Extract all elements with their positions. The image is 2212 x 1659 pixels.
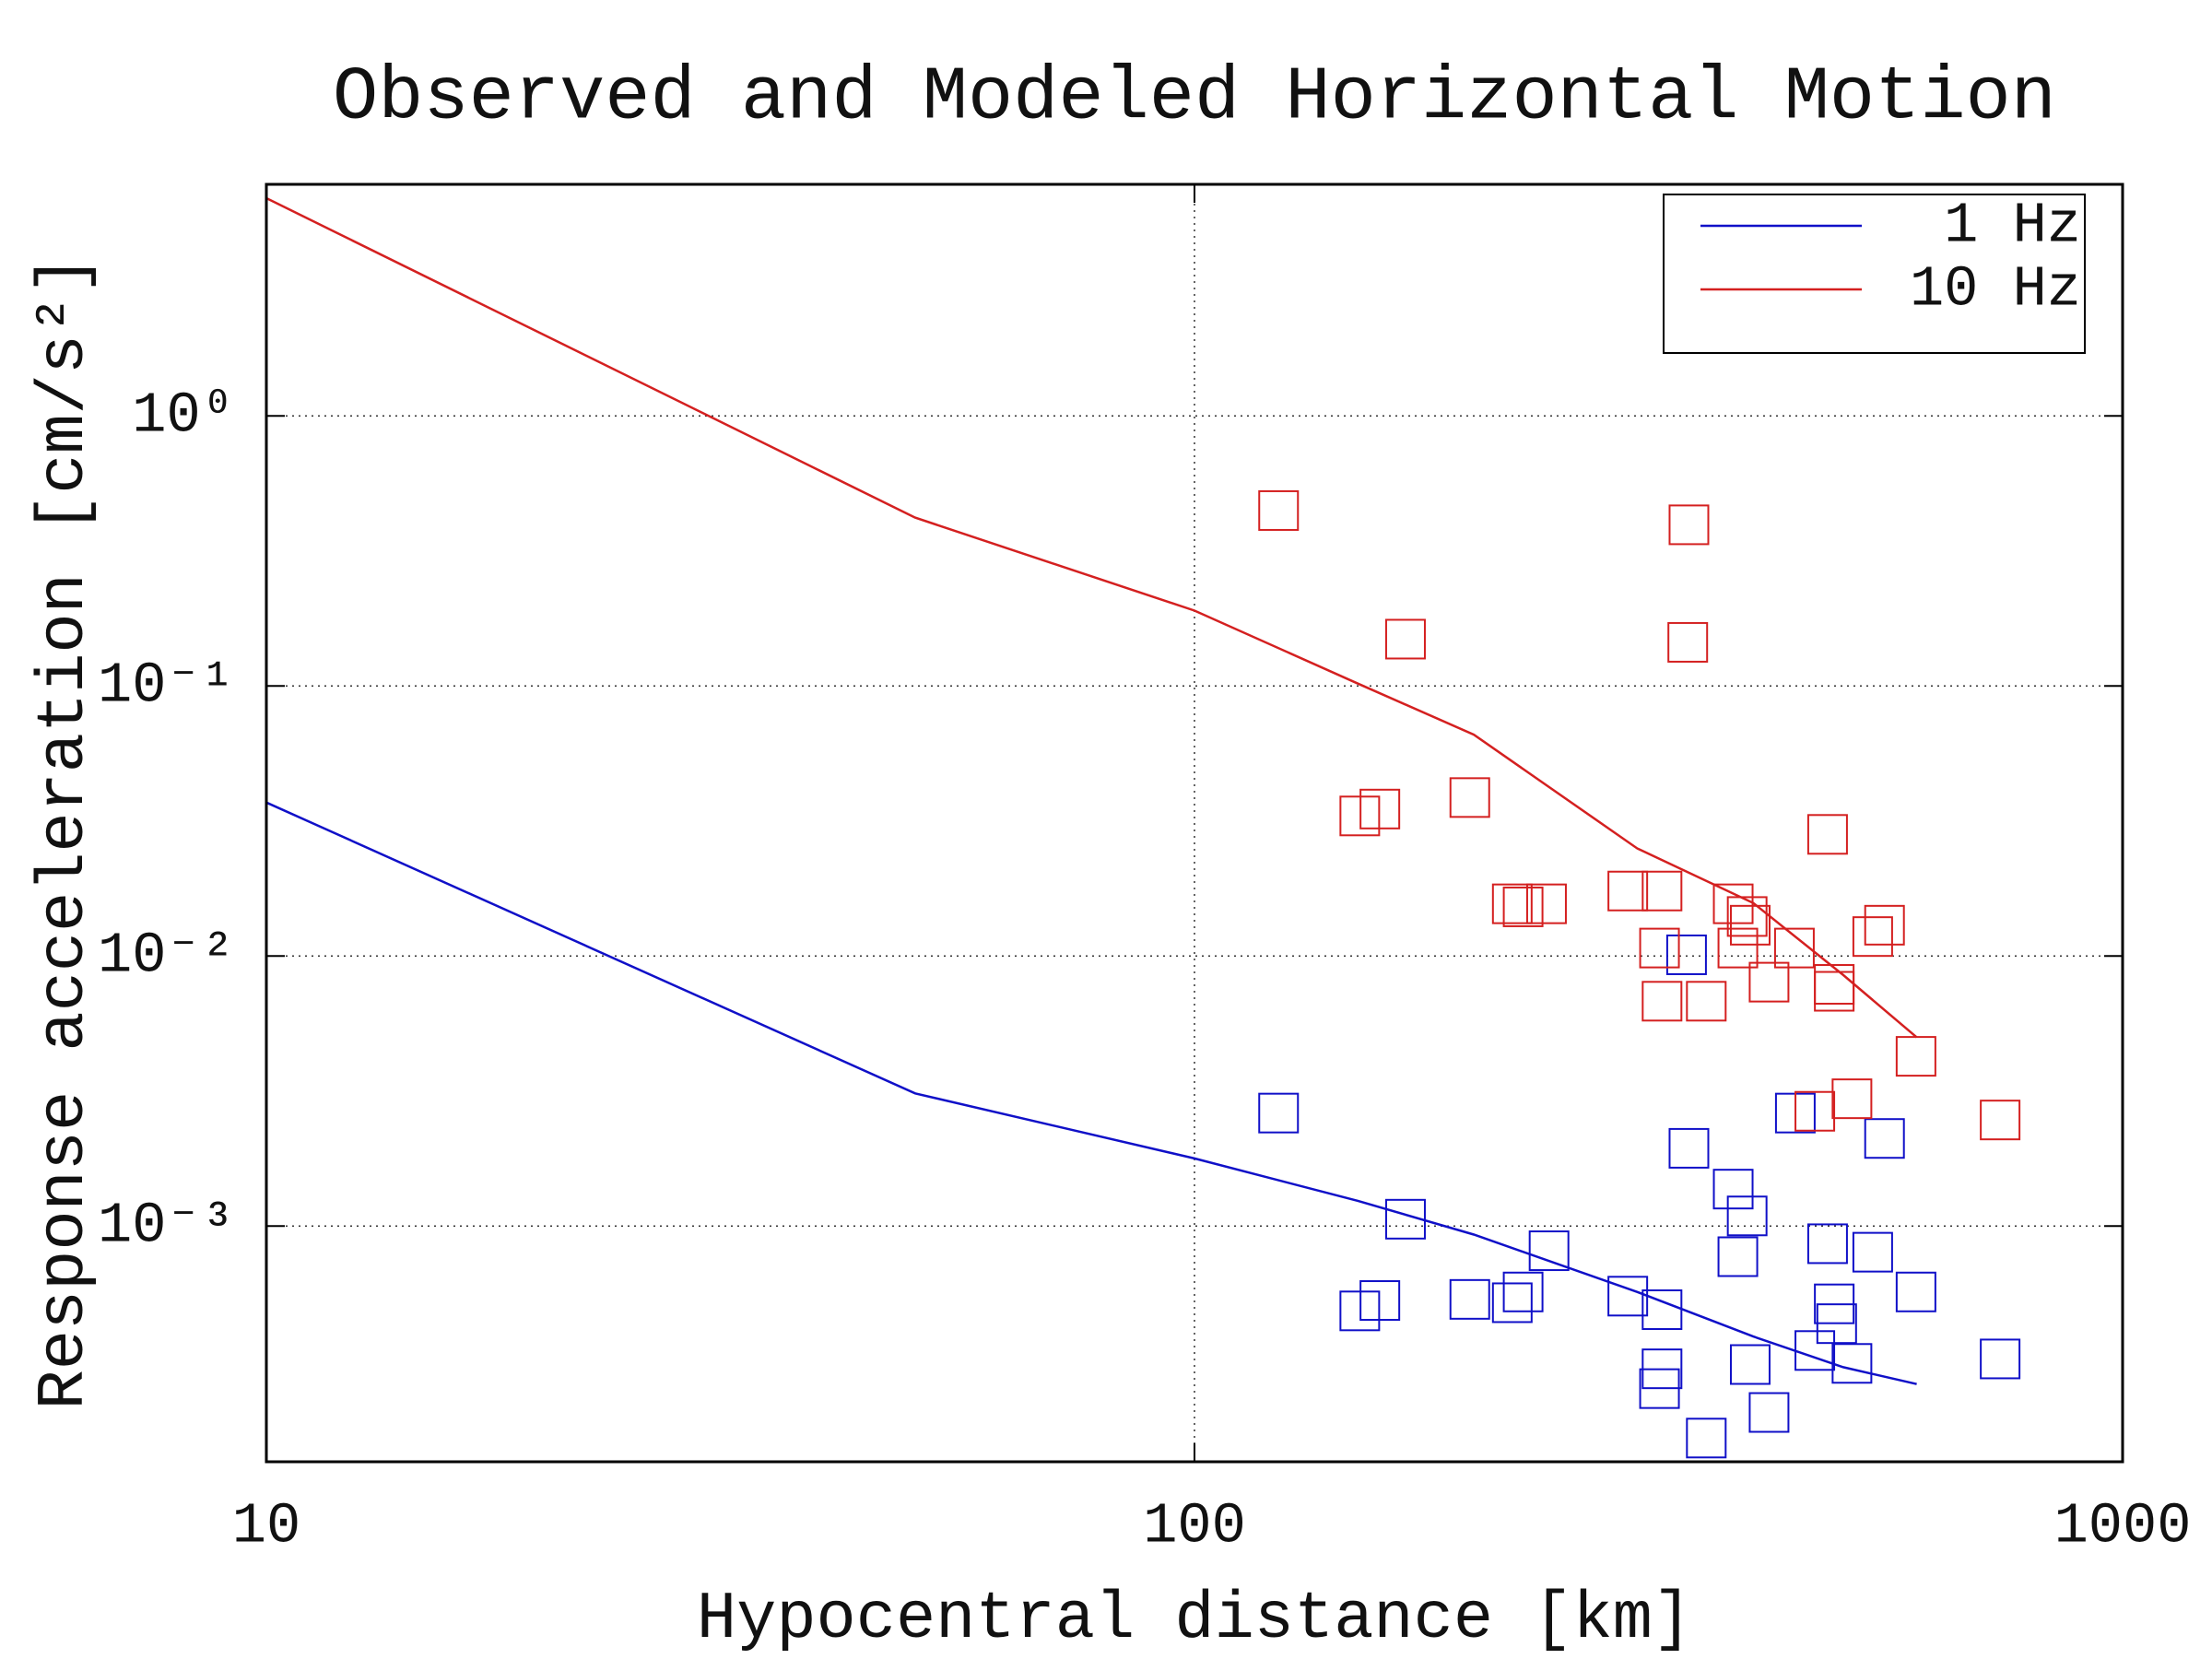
data-point [1359,788,1401,830]
data-point [1667,621,1709,663]
data-point [1502,886,1544,927]
data-point [1748,961,1790,1003]
data-point [1641,870,1683,912]
plot-frame [265,182,2124,1464]
legend-label: 1 Hz [1944,193,2081,258]
data-point [1773,927,1815,969]
data-point [1607,870,1649,912]
data-point [1639,1368,1680,1409]
data-point [1806,814,1848,855]
data-point [1794,1330,1836,1371]
data-point [1895,1036,1936,1077]
data-point [1258,1092,1300,1134]
data-point [1852,916,1893,958]
data-point [1641,981,1683,1022]
y-axis-label: Response acceleration [cm/s²] [27,254,102,1409]
data-point [1641,1289,1683,1331]
data-point [1607,1276,1649,1317]
data-point [1449,1278,1490,1320]
legend-box [1663,194,2086,354]
data-point [1748,1392,1790,1433]
data-point [1686,1418,1727,1459]
data-point [1726,1195,1768,1237]
data-point [1712,1169,1754,1210]
data-point [1806,1223,1848,1265]
y-tick-label: 10⁻² [98,924,235,989]
data-point [1831,1343,1873,1384]
data-point [1729,1344,1771,1385]
data-point [1831,1078,1873,1120]
data-point [1491,1282,1533,1324]
data-point [1384,618,1426,660]
data-point [1717,1236,1759,1277]
data-point [1384,1198,1426,1240]
data-point [1726,896,1768,937]
data-point [1895,1271,1936,1312]
data-point [1491,883,1533,924]
data-point [1864,1118,1905,1159]
data-point [1729,904,1771,946]
y-tick-label: 10⁻³ [98,1194,235,1259]
data-point [1525,883,1567,924]
data-point [1639,927,1680,969]
data-point [1794,1090,1836,1132]
data-point [1816,1303,1857,1345]
data-point [1359,1280,1401,1322]
data-point [1668,504,1710,546]
data-point [1980,1100,2021,1141]
data-point [1258,489,1300,531]
data-point [1852,1231,1893,1273]
x-tick-label: 1000 [2054,1493,2192,1559]
data-point [1864,904,1905,946]
y-tick-label: 10⁻¹ [98,653,235,719]
data-point [1814,971,1855,1012]
data-point [1717,927,1759,969]
data-point [1528,1230,1570,1272]
y-tick-label: 10⁰ [132,383,235,449]
data-point [1665,934,1707,975]
x-tick-label: 100 [1143,1493,1246,1559]
chart-title: Observed and Modeled Horizontal Motion [333,55,2056,141]
data-point [1980,1338,2021,1380]
data-point [1668,1127,1710,1169]
x-axis-label: Hypocentral distance [km] [697,1582,1692,1657]
data-point [1686,981,1727,1022]
model-line [266,801,1917,1385]
legend-label: 10 Hz [1910,256,2081,322]
data-point [1449,777,1490,818]
data-point [1502,1271,1544,1312]
x-tick-label: 10 [232,1493,300,1559]
data-point [1712,883,1754,924]
